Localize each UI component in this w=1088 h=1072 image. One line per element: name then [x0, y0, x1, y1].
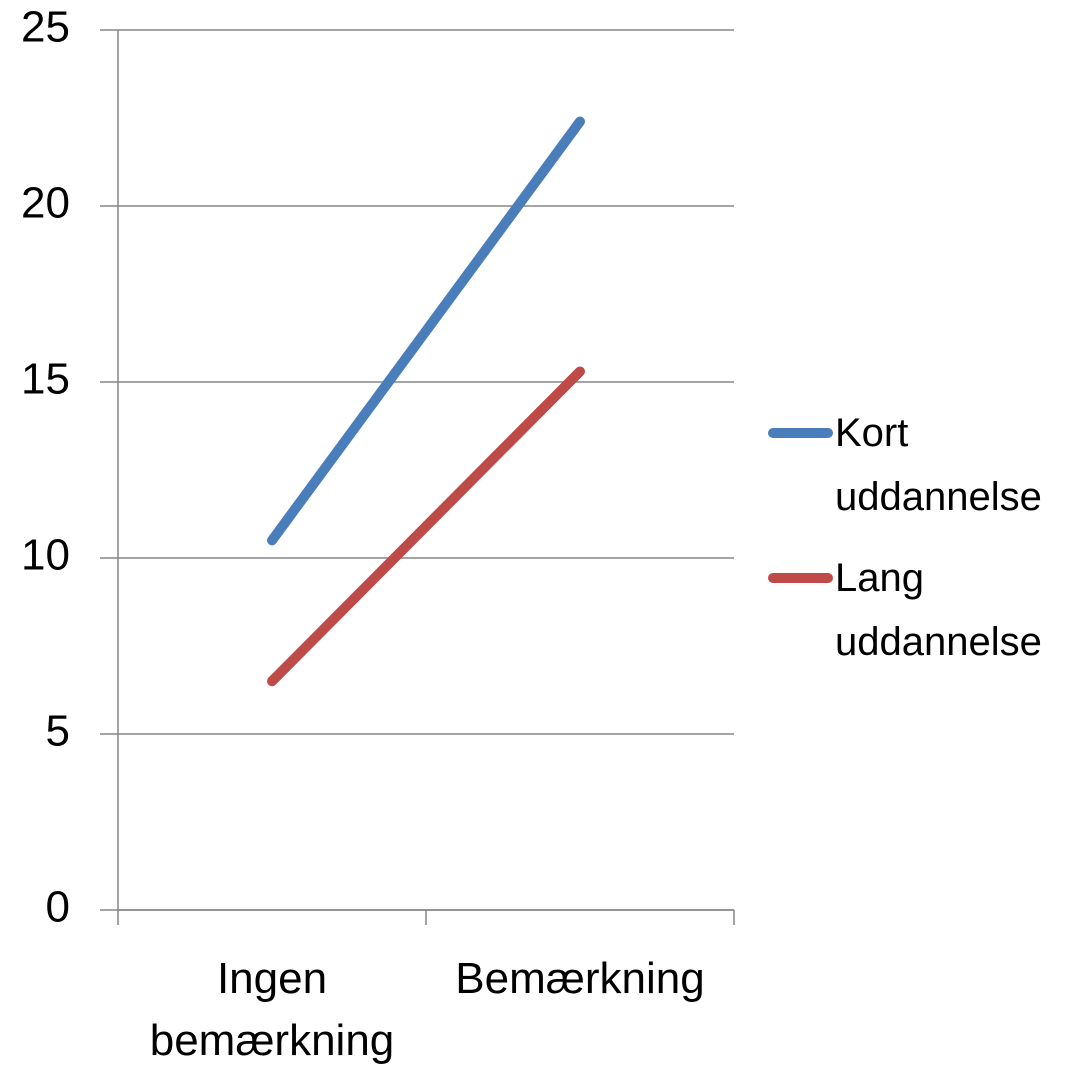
series-line [267, 116, 585, 546]
y-tick-label: 25 [21, 3, 70, 52]
y-tick-label: 15 [21, 355, 70, 404]
y-tick-label: 0 [46, 883, 70, 932]
legend-label: Kort uddannelse [835, 411, 1042, 519]
series-line [267, 366, 585, 687]
legend-label: Lang uddannelse [835, 556, 1042, 664]
x-tick-label: Ingen bemærkning [149, 954, 395, 1065]
y-tick-label: 20 [21, 179, 70, 228]
y-tick-label: 10 [21, 531, 70, 580]
y-tick-label: 5 [46, 707, 70, 756]
x-tick-label: Bemærkning [455, 954, 705, 1003]
